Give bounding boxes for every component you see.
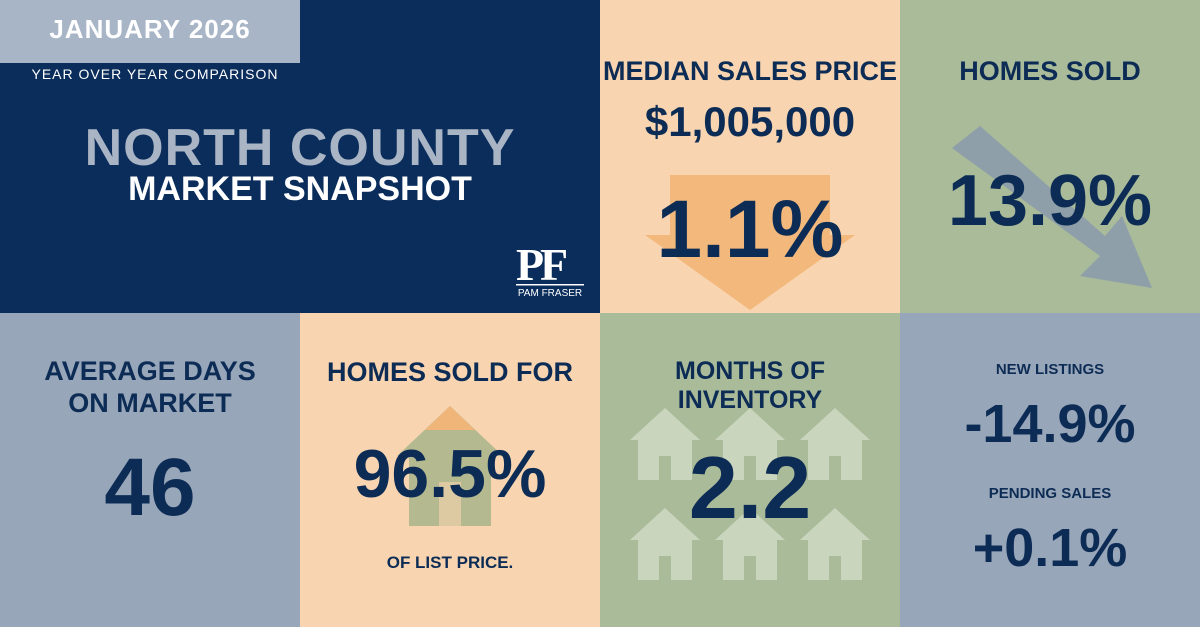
median-price-label: MEDIAN SALES PRICE [602, 56, 898, 86]
listings-panel: NEW LISTINGS -14.9% PENDING SALES +0.1% [900, 313, 1200, 627]
sold-for-panel: HOMES SOLD FOR 96.5% OF LIST PRICE. [300, 313, 600, 627]
snapshot-subtitle: MARKET SNAPSHOT [128, 170, 472, 208]
inventory-value: 2.2 [688, 438, 812, 537]
house-icon [397, 406, 503, 526]
pending-sales-value: +0.1% [972, 518, 1128, 578]
logo-text: PAM FRASER [518, 288, 582, 299]
median-price-panel: MEDIAN SALES PRICE $1,005,000 1.1% [600, 0, 900, 313]
sold-for-label: HOMES SOLD FOR [326, 357, 573, 387]
comparison-label: YEAR OVER YEAR COMPARISON [31, 66, 279, 82]
homes-sold-label: HOMES SOLD [959, 56, 1141, 86]
days-on-market-value: 46 [104, 442, 196, 533]
pf-logo: P F PAM FRASER [516, 239, 584, 299]
diagonal-down-arrow-icon [952, 126, 1152, 288]
pending-sales-label: PENDING SALES [988, 485, 1112, 502]
sold-for-sublabel: OF LIST PRICE. [386, 553, 514, 572]
inventory-label: MONTHS OF INVENTORY [675, 357, 825, 414]
svg-text:F: F [540, 239, 568, 290]
homes-sold-panel: HOMES SOLD 13.9% [900, 0, 1200, 313]
region-title: NORTH COUNTY [84, 119, 516, 177]
homes-sold-change: 13.9% [947, 161, 1153, 241]
median-price-change: 1.1% [656, 184, 844, 275]
sold-for-value: 96.5% [353, 436, 547, 512]
month-label: JANUARY 2026 [49, 14, 251, 44]
days-on-market-label: AVERAGE DAYS ON MARKET [0, 355, 300, 419]
inventory-panel: MONTHS OF INVENTORY 2.2 [600, 313, 900, 627]
new-listings-label: NEW LISTINGS [995, 361, 1105, 378]
days-label-line2: ON MARKET [68, 388, 232, 418]
days-on-market-panel: AVERAGE DAYS ON MARKET 46 [0, 313, 300, 627]
title-panel: JANUARY 2026 YEAR OVER YEAR COMPARISON N… [0, 0, 600, 313]
month-badge: JANUARY 2026 [0, 0, 300, 63]
median-price-value: $1,005,000 [644, 98, 856, 145]
down-arrow-icon [645, 175, 855, 310]
svg-text:P: P [516, 239, 544, 290]
days-label-line1: AVERAGE DAYS [44, 356, 256, 386]
new-listings-value: -14.9% [964, 394, 1136, 454]
